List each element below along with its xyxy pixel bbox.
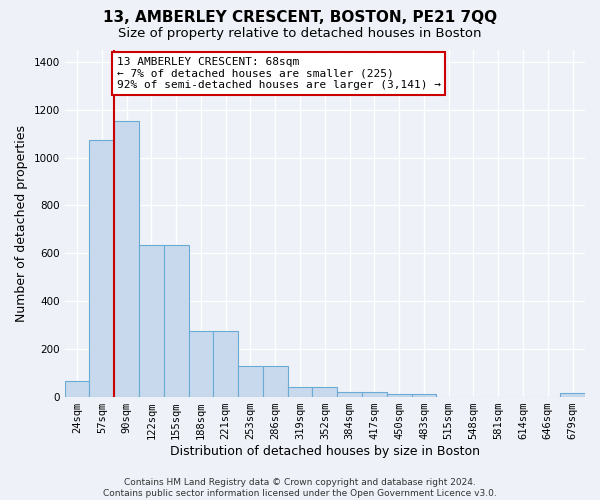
Text: Contains HM Land Registry data © Crown copyright and database right 2024.
Contai: Contains HM Land Registry data © Crown c…	[103, 478, 497, 498]
Bar	[188, 331, 214, 396]
Bar	[65, 381, 89, 396]
Bar	[287, 387, 313, 396]
Text: Size of property relative to detached houses in Boston: Size of property relative to detached ho…	[118, 28, 482, 40]
Bar	[412, 394, 436, 396]
Bar	[263, 366, 287, 396]
Bar	[89, 140, 114, 396]
Text: 13, AMBERLEY CRESCENT, BOSTON, PE21 7QQ: 13, AMBERLEY CRESCENT, BOSTON, PE21 7QQ	[103, 10, 497, 25]
Bar	[238, 366, 263, 396]
Y-axis label: Number of detached properties: Number of detached properties	[15, 125, 28, 322]
Bar	[387, 394, 412, 396]
Bar	[164, 245, 188, 396]
Text: 13 AMBERLEY CRESCENT: 68sqm
← 7% of detached houses are smaller (225)
92% of sem: 13 AMBERLEY CRESCENT: 68sqm ← 7% of deta…	[117, 57, 441, 90]
Bar	[139, 245, 164, 396]
X-axis label: Distribution of detached houses by size in Boston: Distribution of detached houses by size …	[170, 444, 480, 458]
Bar	[560, 393, 585, 396]
Bar	[337, 392, 362, 396]
Bar	[214, 331, 238, 396]
Bar	[362, 392, 387, 396]
Bar	[313, 387, 337, 396]
Bar	[114, 120, 139, 396]
